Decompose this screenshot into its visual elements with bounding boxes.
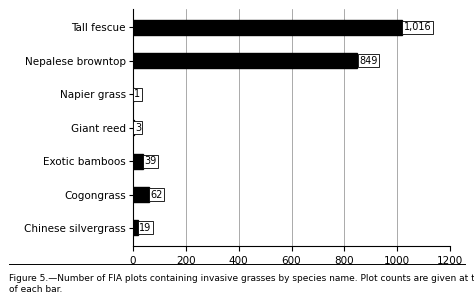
Text: Figure 5.—Number of FIA plots containing invasive grasses by species name. Plot : Figure 5.—Number of FIA plots containing…: [9, 274, 474, 294]
Text: 62: 62: [150, 189, 163, 199]
Text: 19: 19: [139, 223, 151, 233]
Bar: [133, 220, 138, 236]
Bar: [133, 187, 149, 202]
Text: 1,016: 1,016: [404, 22, 431, 33]
Text: 3: 3: [135, 123, 141, 133]
Bar: [133, 120, 134, 135]
Text: 39: 39: [145, 156, 156, 166]
Text: 1: 1: [134, 89, 140, 99]
Bar: [133, 20, 401, 35]
Bar: [133, 53, 357, 68]
Text: 849: 849: [359, 56, 378, 66]
Bar: [133, 154, 143, 169]
